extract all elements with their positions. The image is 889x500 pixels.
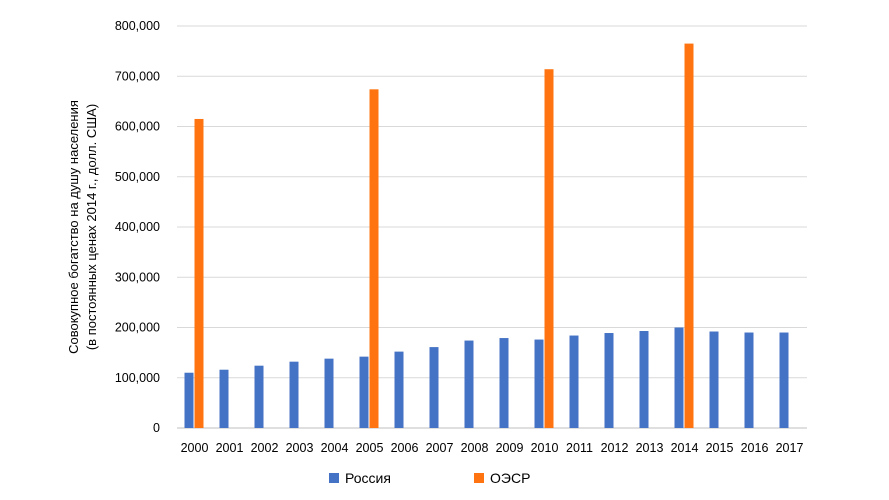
y-axis-label-line-2: (в постоянных ценах 2014 г., долл. США) <box>84 104 99 350</box>
bar-russia <box>184 372 194 428</box>
bar-russia <box>429 347 439 428</box>
legend-swatch <box>474 473 484 483</box>
x-tick-label: 2003 <box>286 441 314 455</box>
bar-russia <box>359 356 369 428</box>
bar-russia <box>604 333 614 428</box>
bar-russia <box>534 339 544 428</box>
bar-russia <box>639 331 649 428</box>
bar-russia <box>289 361 299 428</box>
bar-oecd <box>544 69 554 428</box>
x-tick-label: 2006 <box>391 441 419 455</box>
y-tick-label: 500,000 <box>115 170 160 184</box>
bar-russia <box>674 327 684 428</box>
legend: Россия ОЭСР <box>329 470 530 486</box>
bar-oecd <box>684 43 694 429</box>
x-tick-label: 2013 <box>636 441 664 455</box>
y-tick-label: 0 <box>153 421 160 435</box>
y-tick-label: 100,000 <box>115 371 160 385</box>
bar-russia <box>464 340 474 428</box>
x-tick-label: 2000 <box>181 441 209 455</box>
x-tick-label: 2005 <box>356 441 384 455</box>
x-tick-label: 2001 <box>216 441 244 455</box>
x-tick-label: 2008 <box>461 441 489 455</box>
gridlines <box>177 25 807 429</box>
y-tick-label: 700,000 <box>115 69 160 83</box>
x-axis-ticks: 2000 2001 2002 2003 2004 2005 2006 2007 2008 2009… <box>181 441 804 455</box>
bars <box>184 43 789 429</box>
x-tick-label: 2009 <box>496 441 524 455</box>
legend-label: Россия <box>345 470 391 486</box>
y-axis-ticks: 0 100,000 200,000 300,000 400,000 500,000 600,… <box>115 19 160 435</box>
bar-russia <box>709 331 719 428</box>
x-tick-label: 2002 <box>251 441 279 455</box>
x-tick-label: 2014 <box>671 441 699 455</box>
bar-russia <box>324 358 334 428</box>
x-tick-label: 2010 <box>531 441 559 455</box>
x-tick-label: 2011 <box>566 441 593 455</box>
bar-russia <box>779 332 789 428</box>
bar-russia <box>219 369 229 428</box>
y-tick-label: 400,000 <box>115 220 160 234</box>
y-tick-label: 800,000 <box>115 19 160 33</box>
bar-russia <box>499 338 509 428</box>
x-tick-label: 2004 <box>321 441 349 455</box>
bar-oecd <box>369 89 379 428</box>
y-tick-label: 300,000 <box>115 270 160 284</box>
y-axis-label-line-1: Совокупное богатство на душу населения <box>66 100 81 354</box>
x-tick-label: 2015 <box>706 441 734 455</box>
bar-russia <box>394 351 404 428</box>
x-tick-label: 2016 <box>741 441 769 455</box>
bar-russia <box>744 332 754 428</box>
legend-label: ОЭСР <box>490 470 530 486</box>
bar-russia <box>569 335 579 428</box>
bar-russia <box>254 365 264 428</box>
y-tick-label: 600,000 <box>115 120 160 134</box>
x-tick-label: 2017 <box>776 441 804 455</box>
x-tick-label: 2012 <box>601 441 629 455</box>
legend-swatch <box>329 473 339 483</box>
y-tick-label: 200,000 <box>115 321 160 335</box>
x-tick-label: 2007 <box>426 441 454 455</box>
bar-oecd <box>194 118 204 429</box>
